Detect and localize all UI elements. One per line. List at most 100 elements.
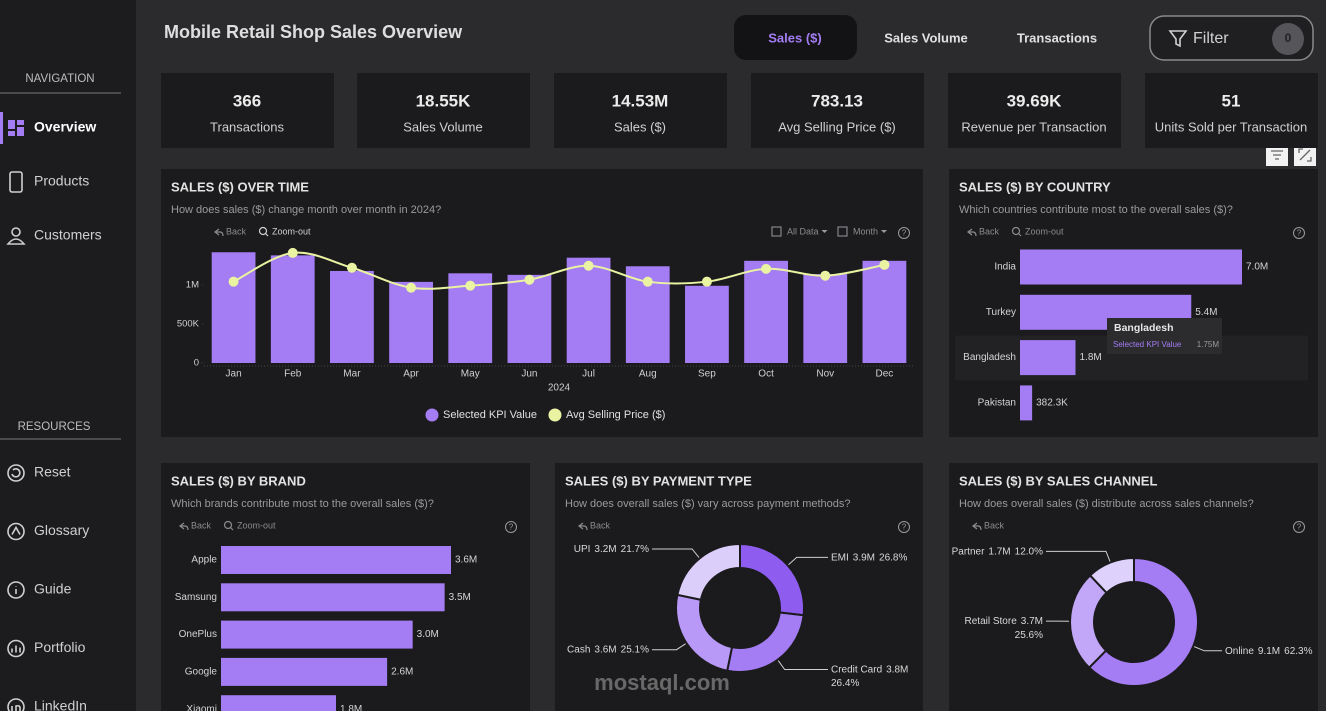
x-axis-label: 2024 (548, 383, 571, 394)
toolbar-button[interactable]: Back (214, 226, 247, 236)
help-circle (898, 521, 910, 533)
zoom-icon (230, 527, 234, 531)
legend-swatch (548, 408, 562, 422)
legend-item[interactable]: Selected KPI Value (425, 408, 537, 422)
tooltip-title: Bangladesh (1114, 322, 1174, 334)
toolbar-label[interactable]: Back (979, 226, 1000, 236)
donut-slice[interactable] (676, 542, 741, 601)
control-label[interactable]: Month (853, 226, 878, 236)
icon (6, 238, 26, 245)
resource-label[interactable]: Glossary (34, 522, 89, 538)
toolbar-label[interactable]: Back (984, 520, 1005, 530)
resource-item[interactable]: Glossary (7, 522, 89, 541)
tooltip (1107, 318, 1222, 354)
nav-item[interactable]: Customers (6, 227, 102, 245)
legend-label[interactable]: Selected KPI Value (443, 409, 537, 421)
slice-percent: 62.3% (1284, 645, 1312, 656)
filter-button[interactable]: Filter 0 (1149, 15, 1314, 61)
toolbar-label[interactable]: Back (226, 226, 247, 236)
help-glyph[interactable]: ? (902, 229, 907, 238)
toolbar-button[interactable]: Back (179, 520, 212, 530)
resource-item[interactable]: Portfolio (7, 639, 86, 658)
chart-subtitle: Which countries contribute most to the o… (959, 204, 1233, 216)
help-button[interactable]: ? (505, 521, 517, 533)
focus-icon (1298, 148, 1312, 162)
toolbar-label[interactable]: Back (191, 520, 212, 530)
category-label: Turkey (986, 307, 1016, 318)
category-label: Pakistan (978, 398, 1016, 409)
bar (862, 260, 907, 363)
help-glyph[interactable]: ? (1297, 523, 1302, 532)
x-tick-label: Sep (698, 369, 716, 380)
visual-control[interactable]: All Data (771, 226, 828, 237)
slice-amount: 3.7M (1021, 616, 1043, 627)
help-button[interactable]: ? (898, 227, 910, 239)
toolbar-label[interactable]: Zoom-out (272, 226, 311, 236)
help-glyph[interactable]: ? (902, 523, 907, 532)
help-glyph[interactable]: ? (1297, 229, 1302, 238)
line-point (465, 280, 476, 291)
tab[interactable]: Transactions (1017, 30, 1097, 45)
x-tick-label: Mar (343, 369, 361, 380)
kpi-card (751, 73, 924, 148)
line-point (524, 274, 535, 285)
nav-label[interactable]: Overview (34, 119, 96, 135)
resource-item[interactable]: Guide (7, 581, 72, 599)
help-button[interactable]: ? (898, 521, 910, 533)
active-indicator (0, 112, 3, 144)
y-tick-label: 500K (177, 319, 200, 330)
donut-slice[interactable] (1088, 556, 1135, 595)
help-button[interactable]: ? (1293, 521, 1305, 533)
resource-item[interactable]: Reset (7, 464, 71, 482)
resource-label[interactable]: Guide (34, 581, 72, 597)
chart-title: SALES ($) BY COUNTRY (959, 179, 1111, 194)
slice-category: Retail Store (965, 616, 1018, 627)
kpi-card (357, 73, 530, 148)
nav-item[interactable]: Overview (0, 112, 96, 144)
x-tick-label: Jun (521, 369, 537, 380)
toolbar-button[interactable]: Back (972, 520, 1005, 530)
visual-control[interactable]: Month (837, 226, 888, 237)
toolbar-button[interactable]: Back (967, 226, 1000, 236)
category-label: Google (185, 667, 218, 678)
nav-label[interactable]: Customers (34, 227, 102, 243)
kpi-label: Sales Volume (403, 119, 483, 134)
x-tick-label: Aug (639, 369, 657, 380)
donut-slice[interactable] (1087, 556, 1199, 687)
tab[interactable]: Sales ($) (768, 30, 821, 45)
line-point (406, 282, 417, 293)
x-tick-label: Jan (226, 369, 242, 380)
line-point (761, 263, 772, 274)
slice-category: UPI (574, 544, 591, 555)
filter-label[interactable]: Filter (1193, 30, 1229, 47)
control-label[interactable]: All Data (787, 226, 819, 236)
kpi-label: Sales ($) (614, 119, 666, 134)
slice-category: EMI (831, 552, 849, 563)
nav-item[interactable]: Products (9, 171, 89, 193)
resource-item[interactable]: LinkedIn (7, 698, 87, 711)
toolbar-label[interactable]: Back (590, 520, 611, 530)
help-button[interactable]: ? (1293, 227, 1305, 239)
legend-item[interactable]: Avg Selling Price ($) (548, 408, 665, 422)
toolbar-label[interactable]: Zoom-out (1025, 226, 1064, 236)
resource-label[interactable]: LinkedIn (34, 698, 87, 711)
help-glyph[interactable]: ? (509, 523, 514, 532)
resource-label[interactable]: Portfolio (34, 639, 86, 655)
value-label: 1.8M (340, 704, 362, 711)
tooltip-label: Selected KPI Value (1113, 340, 1182, 349)
chart-subtitle: How does sales ($) change month over mon… (171, 204, 441, 216)
toolbar-label[interactable]: Zoom-out (237, 520, 276, 530)
nav-label[interactable]: Products (34, 173, 89, 189)
toolbar-button[interactable]: Zoom-out (1011, 226, 1065, 237)
toolbar-button[interactable]: Zoom-out (223, 520, 277, 531)
resources-heading: RESOURCES (18, 421, 91, 433)
tab[interactable]: Sales Volume (884, 30, 968, 45)
toolbar-button[interactable]: Back (578, 520, 611, 530)
toolbar-button[interactable]: Zoom-out (258, 226, 312, 237)
chart-title: SALES ($) BY SALES CHANNEL (959, 473, 1157, 488)
bar (221, 657, 388, 686)
legend-label[interactable]: Avg Selling Price ($) (566, 409, 665, 421)
icon (8, 120, 15, 129)
resource-label[interactable]: Reset (34, 464, 71, 480)
slice-percent: 25.6% (1015, 630, 1043, 641)
